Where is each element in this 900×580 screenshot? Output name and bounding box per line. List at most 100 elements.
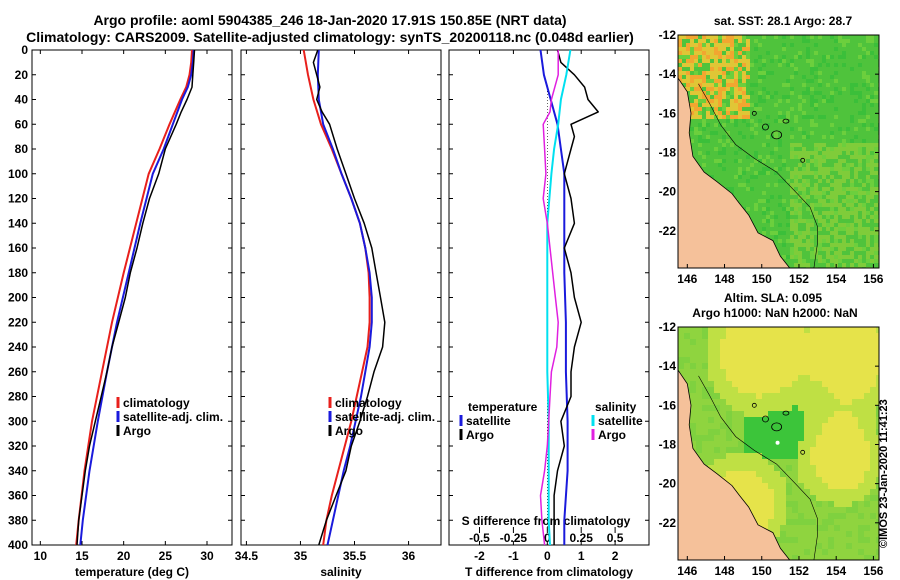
field-cell bbox=[738, 103, 742, 107]
field-cell bbox=[798, 259, 802, 263]
field-cell bbox=[746, 111, 750, 115]
field-cell bbox=[762, 477, 768, 483]
field-cell bbox=[726, 39, 730, 43]
field-cell bbox=[804, 549, 810, 555]
field-cell bbox=[870, 159, 874, 163]
field-cell bbox=[794, 151, 798, 155]
field-cell bbox=[730, 55, 734, 59]
y-tick-label: 60 bbox=[15, 117, 29, 131]
field-cell bbox=[810, 203, 814, 207]
field-cell bbox=[846, 507, 852, 513]
field-cell bbox=[708, 357, 714, 363]
field-cell bbox=[818, 259, 822, 263]
field-cell bbox=[814, 171, 818, 175]
field-cell bbox=[826, 179, 830, 183]
field-cell bbox=[750, 459, 756, 465]
field-cell bbox=[806, 243, 810, 247]
field-cell bbox=[846, 199, 850, 203]
field-cell bbox=[806, 183, 810, 187]
field-cell bbox=[738, 339, 744, 345]
field-cell bbox=[870, 327, 876, 333]
y-tick-label: 160 bbox=[8, 241, 28, 255]
field-cell bbox=[838, 251, 842, 255]
field-cell bbox=[738, 357, 744, 363]
field-cell bbox=[804, 387, 810, 393]
field-cell bbox=[756, 369, 762, 375]
field-cell bbox=[792, 351, 798, 357]
field-cell bbox=[840, 465, 846, 471]
field-cell bbox=[852, 363, 858, 369]
field-cell bbox=[838, 171, 842, 175]
field-cell bbox=[818, 35, 822, 39]
field-cell bbox=[722, 151, 726, 155]
field-cell bbox=[816, 441, 822, 447]
field-cell bbox=[798, 103, 802, 107]
field-cell bbox=[874, 231, 878, 235]
field-cell bbox=[826, 83, 830, 87]
field-cell bbox=[858, 447, 864, 453]
field-cell bbox=[738, 35, 742, 39]
map_sst-field bbox=[678, 35, 879, 268]
field-cell bbox=[828, 429, 834, 435]
field-cell bbox=[684, 357, 690, 363]
y-tick-label: -22 bbox=[659, 516, 677, 530]
field-cell bbox=[838, 191, 842, 195]
field-cell bbox=[842, 199, 846, 203]
field-cell bbox=[738, 333, 744, 339]
field-cell bbox=[734, 75, 738, 79]
field-cell bbox=[814, 155, 818, 159]
field-cell bbox=[774, 453, 780, 459]
field-cell bbox=[870, 103, 874, 107]
field-cell bbox=[862, 263, 866, 267]
field-cell bbox=[866, 179, 870, 183]
field-cell bbox=[726, 327, 732, 333]
field-cell bbox=[768, 483, 774, 489]
field-cell bbox=[768, 465, 774, 471]
field-cell bbox=[852, 369, 858, 375]
field-cell bbox=[714, 95, 718, 99]
map_sst-frame bbox=[677, 34, 880, 269]
field-cell bbox=[838, 159, 842, 163]
field-cell bbox=[738, 71, 742, 75]
field-cell bbox=[830, 99, 834, 103]
field-cell bbox=[854, 143, 858, 147]
y-tick-label: 340 bbox=[8, 464, 28, 478]
field-cell bbox=[782, 83, 786, 87]
field-cell bbox=[732, 327, 738, 333]
field-cell bbox=[742, 183, 746, 187]
field-cell bbox=[798, 215, 802, 219]
field-cell bbox=[802, 259, 806, 263]
field-cell bbox=[698, 63, 702, 67]
field-cell bbox=[804, 345, 810, 351]
field-cell bbox=[858, 259, 862, 263]
field-cell bbox=[702, 55, 706, 59]
field-cell bbox=[826, 251, 830, 255]
field-cell bbox=[794, 143, 798, 147]
field-cell bbox=[794, 175, 798, 179]
field-cell bbox=[782, 207, 786, 211]
field-cell bbox=[770, 195, 774, 199]
field-cell bbox=[826, 151, 830, 155]
field-cell bbox=[726, 429, 732, 435]
field-cell bbox=[802, 99, 806, 103]
field-cell bbox=[690, 111, 694, 115]
field-cell bbox=[826, 99, 830, 103]
field-cell bbox=[708, 429, 714, 435]
field-cell bbox=[830, 223, 834, 227]
field-cell bbox=[726, 83, 730, 87]
field-cell bbox=[744, 435, 750, 441]
field-cell bbox=[742, 39, 746, 43]
field-cell bbox=[870, 171, 874, 175]
field-cell bbox=[794, 67, 798, 71]
field-cell bbox=[798, 351, 804, 357]
field-cell bbox=[816, 447, 822, 453]
field-cell bbox=[778, 115, 782, 119]
field-cell bbox=[822, 55, 826, 59]
field-cell bbox=[698, 143, 702, 147]
field-cell bbox=[870, 459, 876, 465]
field-cell bbox=[870, 147, 874, 151]
field-cell bbox=[822, 175, 826, 179]
y-tick-label: 40 bbox=[15, 93, 29, 107]
field-cell bbox=[792, 393, 798, 399]
y-tick-label: -18 bbox=[659, 437, 677, 451]
